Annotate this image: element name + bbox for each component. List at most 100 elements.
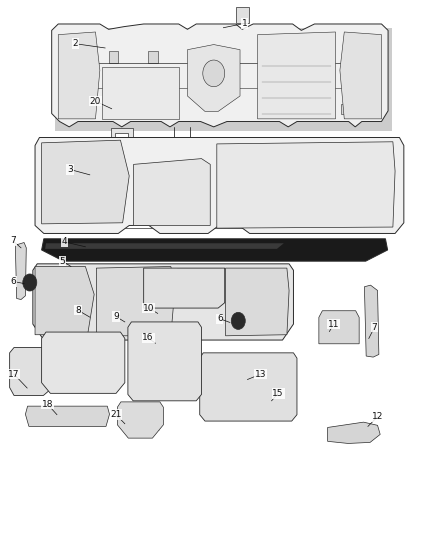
Circle shape (181, 280, 195, 296)
Text: 18: 18 (42, 400, 53, 408)
Polygon shape (35, 138, 404, 233)
Polygon shape (364, 285, 379, 357)
Text: 8: 8 (75, 306, 81, 314)
Circle shape (47, 150, 102, 216)
Text: 2: 2 (73, 39, 78, 48)
Text: 6: 6 (217, 314, 223, 323)
Circle shape (46, 280, 76, 316)
Bar (132, 326, 197, 358)
Bar (211, 378, 283, 409)
Polygon shape (328, 422, 380, 443)
Bar (134, 335, 162, 353)
Bar (74, 51, 83, 63)
Bar (167, 335, 194, 353)
Bar (101, 274, 166, 327)
Polygon shape (340, 32, 381, 119)
Circle shape (180, 373, 197, 394)
Text: 7: 7 (371, 323, 378, 332)
Polygon shape (45, 243, 284, 249)
Circle shape (133, 373, 151, 394)
Circle shape (67, 342, 99, 381)
Circle shape (40, 272, 82, 324)
Bar (147, 273, 219, 304)
Circle shape (90, 316, 102, 331)
Bar (134, 313, 162, 331)
Circle shape (53, 158, 95, 209)
Polygon shape (217, 142, 395, 228)
Text: 11: 11 (328, 320, 339, 328)
Text: 3: 3 (67, 165, 73, 174)
Polygon shape (42, 332, 125, 393)
Circle shape (183, 377, 194, 390)
Polygon shape (200, 353, 297, 421)
Text: 12: 12 (372, 413, 383, 421)
Circle shape (255, 285, 283, 319)
Circle shape (102, 352, 117, 371)
Circle shape (97, 346, 122, 376)
Bar (14, 353, 58, 389)
Circle shape (174, 214, 185, 227)
Polygon shape (128, 322, 201, 401)
Circle shape (231, 312, 245, 329)
Polygon shape (58, 32, 100, 119)
Bar (224, 359, 268, 369)
Text: 7: 7 (10, 237, 16, 245)
Bar (167, 313, 194, 331)
Text: 5: 5 (60, 257, 66, 265)
Circle shape (203, 60, 225, 87)
Polygon shape (187, 45, 240, 111)
Polygon shape (42, 140, 129, 224)
Polygon shape (319, 311, 359, 344)
Text: 20: 20 (90, 97, 101, 106)
Text: 17: 17 (8, 370, 20, 378)
Circle shape (193, 156, 200, 164)
Text: 13: 13 (255, 370, 266, 378)
Polygon shape (25, 406, 110, 426)
Bar (236, 7, 249, 23)
Polygon shape (117, 402, 163, 438)
Text: 1: 1 (241, 19, 247, 28)
Circle shape (23, 274, 37, 291)
Polygon shape (144, 268, 225, 308)
Polygon shape (111, 128, 133, 154)
Polygon shape (134, 159, 210, 225)
Bar (341, 104, 349, 114)
Circle shape (156, 373, 174, 394)
Polygon shape (52, 24, 388, 127)
Polygon shape (15, 243, 26, 300)
Polygon shape (177, 268, 221, 293)
Polygon shape (96, 266, 175, 336)
Bar (306, 104, 314, 114)
Polygon shape (10, 348, 63, 395)
Circle shape (51, 352, 67, 371)
Circle shape (261, 291, 278, 312)
Bar (261, 360, 273, 368)
Text: 21: 21 (110, 410, 122, 419)
Circle shape (346, 427, 355, 438)
Circle shape (137, 377, 147, 390)
Bar (148, 51, 158, 63)
Polygon shape (258, 32, 336, 119)
Bar (109, 51, 118, 63)
Bar (226, 360, 238, 368)
Bar (333, 430, 361, 440)
Polygon shape (226, 268, 289, 336)
Text: 16: 16 (142, 334, 154, 342)
Bar (223, 146, 377, 225)
Bar (138, 203, 204, 224)
Text: 15: 15 (272, 389, 284, 398)
Polygon shape (42, 239, 388, 261)
Circle shape (25, 277, 34, 288)
Polygon shape (102, 67, 179, 119)
Circle shape (47, 346, 71, 376)
Bar (266, 104, 274, 114)
Text: 6: 6 (10, 277, 16, 286)
Circle shape (73, 349, 93, 374)
Polygon shape (35, 266, 94, 335)
Circle shape (160, 377, 170, 390)
Bar (244, 360, 256, 368)
Text: 4: 4 (62, 238, 67, 246)
Bar (205, 360, 291, 415)
Polygon shape (33, 264, 293, 340)
Circle shape (234, 316, 243, 326)
